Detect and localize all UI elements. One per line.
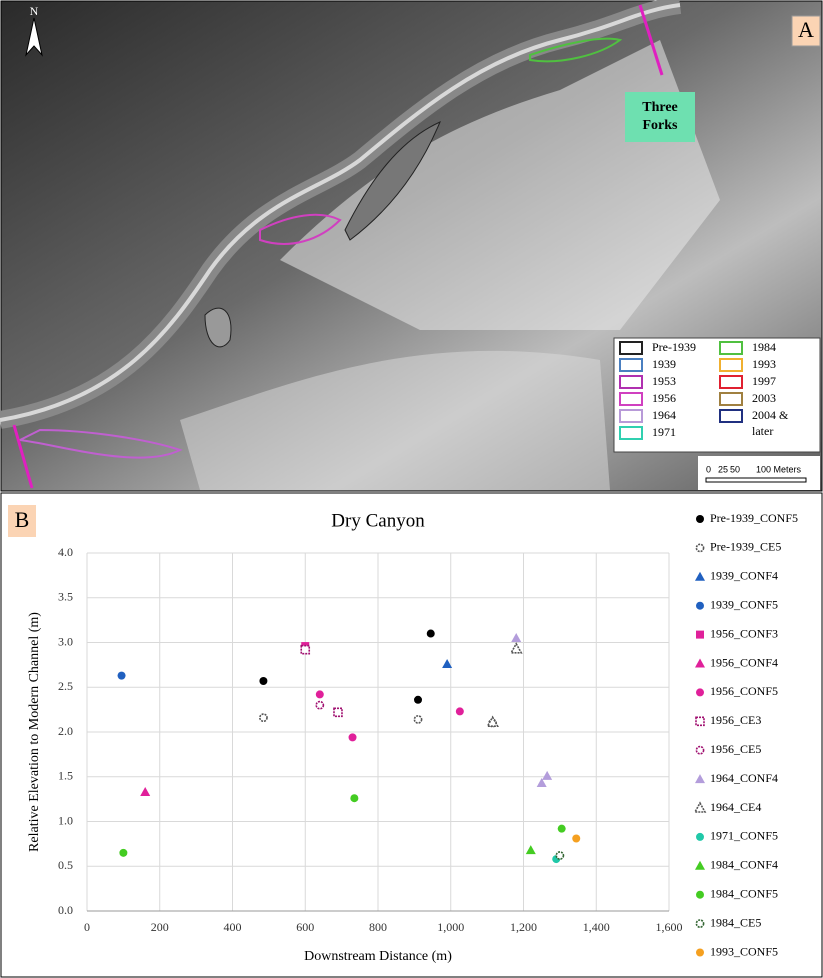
legend-label: 1964 [652, 408, 676, 422]
legend-label: 1939_CONF5 [710, 597, 778, 611]
data-point [334, 708, 342, 716]
legend-marker [696, 833, 704, 841]
data-point [349, 733, 357, 741]
legend-label: 2003 [752, 391, 776, 405]
legend-label: 1956_CONF3 [710, 626, 778, 640]
legend-label: 1971 [652, 425, 676, 439]
figure: N A Three Forks Pre-1939 1939 1953 1956 1964… [0, 0, 823, 978]
data-point [572, 835, 580, 843]
scale-bar-body [706, 478, 806, 482]
scale-label: 25 [718, 464, 728, 474]
legend-label: 1997 [752, 374, 776, 388]
chart-frame [1, 493, 822, 977]
legend-label: 1939 [652, 357, 676, 371]
chart-title: Dry Canyon [331, 510, 425, 531]
x-tick-label: 400 [224, 920, 242, 934]
legend-label: 1984 [752, 340, 776, 354]
legend-label: 1956_CE5 [710, 742, 761, 756]
legend-label: 1956_CE3 [710, 713, 761, 727]
x-tick-label: 1,000 [437, 920, 464, 934]
data-point [427, 630, 435, 638]
data-point [456, 707, 464, 715]
legend-label: 1953 [652, 374, 676, 388]
legend-label: 1984_CONF4 [710, 858, 778, 872]
data-point [350, 794, 358, 802]
y-tick-label: 3.0 [58, 634, 73, 648]
data-point [414, 716, 421, 723]
y-tick-label: 1.5 [58, 769, 73, 783]
x-tick-label: 1,200 [510, 920, 537, 934]
data-point [301, 646, 309, 654]
legend-marker [696, 544, 703, 551]
place-label: Three Forks [625, 92, 695, 135]
legend-label: 1956_CONF4 [710, 655, 778, 669]
panel-label: A [798, 17, 814, 42]
x-tick-label: 1,600 [656, 920, 683, 934]
legend-label: 1984_CE5 [710, 915, 761, 929]
x-tick-label: 1,400 [583, 920, 610, 934]
data-point [118, 672, 126, 680]
y-tick-label: 4.0 [58, 545, 73, 559]
data-point [119, 849, 127, 857]
data-point [316, 702, 323, 709]
scale-label: 50 [730, 464, 740, 474]
legend-label: 1984_CONF5 [710, 886, 778, 900]
legend-marker [696, 688, 704, 696]
legend-marker [696, 949, 704, 957]
legend-label: 1939_CONF4 [710, 569, 778, 583]
legend-marker [696, 920, 703, 927]
legend-label: 1956 [652, 391, 676, 405]
legend-label: 1964_CE4 [710, 800, 761, 814]
data-point [316, 690, 324, 698]
legend-marker [696, 515, 704, 523]
legend-label: Pre-1939_CONF5 [710, 511, 798, 525]
panel-label: B [15, 507, 30, 532]
x-tick-label: 600 [296, 920, 314, 934]
legend-marker [696, 747, 703, 754]
data-point [558, 825, 566, 833]
legend-marker [696, 602, 704, 610]
x-tick-label: 800 [369, 920, 387, 934]
legend-marker [696, 717, 704, 725]
y-tick-label: 0.0 [58, 903, 73, 917]
legend-marker [696, 891, 704, 899]
legend-marker [696, 631, 704, 639]
scale-label: 100 Meters [756, 464, 802, 474]
legend-label: Pre-1939_CE5 [710, 540, 781, 554]
y-tick-label: 0.5 [58, 858, 73, 872]
x-axis-label: Downstream Distance (m) [304, 949, 452, 964]
data-point [259, 677, 267, 685]
legend-label: Pre-1939 [652, 340, 696, 354]
x-tick-label: 0 [84, 920, 90, 934]
legend-label: 1956_CONF5 [710, 684, 778, 698]
x-tick-label: 200 [151, 920, 169, 934]
data-point [414, 696, 422, 704]
legend-label: 1964_CONF4 [710, 771, 778, 785]
scale-label: 0 [706, 464, 711, 474]
map-legend [614, 338, 820, 452]
data-point [260, 714, 267, 721]
y-axis-label: Relative Elevation to Modern Channel (m) [27, 612, 42, 852]
y-tick-label: 2.5 [58, 679, 73, 693]
legend-label: 1993 [752, 357, 776, 371]
y-tick-label: 1.0 [58, 813, 73, 827]
data-point [556, 852, 563, 859]
place-label-wrap: Three Forks [625, 92, 695, 142]
north-label: N [30, 4, 39, 18]
legend-label: 1971_CONF5 [710, 829, 778, 843]
legend-label: 1993_CONF5 [710, 944, 778, 958]
y-tick-label: 2.0 [58, 724, 73, 738]
y-tick-label: 3.5 [58, 590, 73, 604]
